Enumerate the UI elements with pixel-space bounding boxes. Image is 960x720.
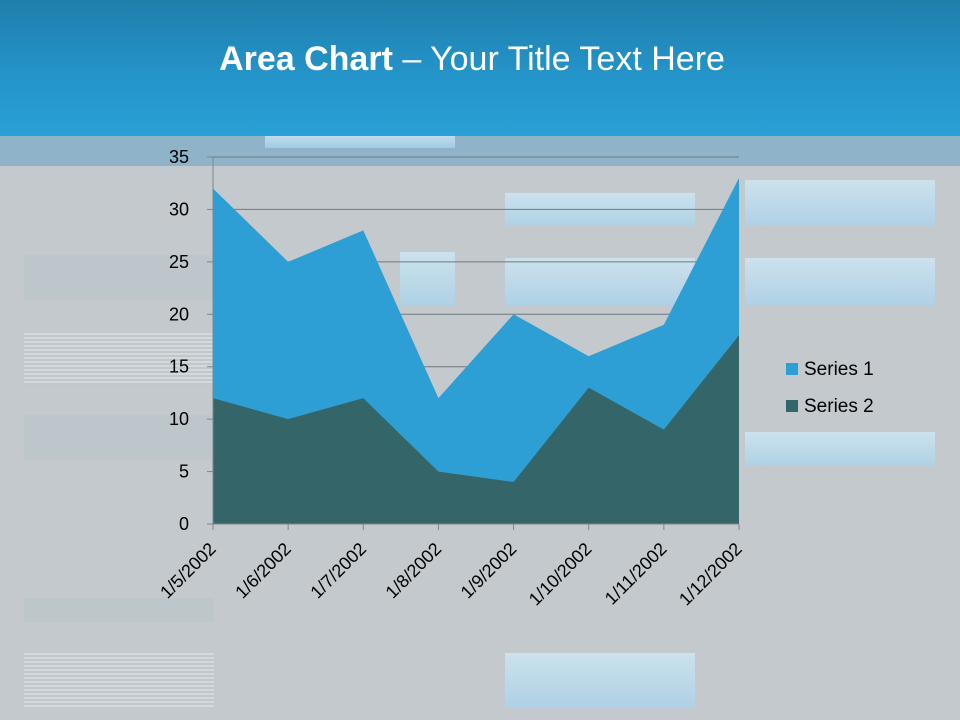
y-tick-label: 15 [169, 357, 189, 377]
y-tick-label: 35 [169, 147, 189, 167]
y-tick-label: 5 [179, 462, 189, 482]
legend-swatch-series-1 [786, 363, 798, 375]
x-tick-label: 1/9/2002 [457, 539, 521, 603]
y-tick-label: 30 [169, 199, 189, 219]
title-bold-part: Area Chart [219, 40, 393, 78]
background-tile [265, 136, 455, 148]
legend: Series 1 Series 2 [786, 359, 874, 417]
background-tile [24, 333, 214, 385]
background-tile [745, 258, 935, 305]
background-tile [505, 258, 695, 305]
header-band [0, 136, 960, 166]
legend-label-series-1: Series 1 [804, 359, 874, 380]
y-tick-label: 10 [169, 409, 189, 429]
legend-swatch-series-2 [786, 400, 798, 412]
plot-areas [213, 177, 739, 524]
background-tile [745, 180, 935, 226]
background-tile [24, 653, 214, 707]
x-tick-label: 1/5/2002 [156, 539, 220, 603]
x-tick-label: 1/8/2002 [382, 539, 446, 603]
background-tile [24, 415, 214, 460]
background-tile [24, 255, 214, 300]
x-tick-label: 1/7/2002 [306, 539, 370, 603]
background-tile [745, 432, 935, 466]
title-banner [0, 0, 960, 136]
x-tick-label: 1/10/2002 [525, 539, 596, 610]
background-tile [24, 598, 214, 622]
x-tick-label: 1/6/2002 [231, 539, 295, 603]
background-tile [505, 653, 695, 707]
x-tick-label: 1/12/2002 [675, 539, 746, 610]
y-tick-label: 0 [179, 514, 189, 534]
series-2-area [213, 335, 739, 524]
title-text-part: – Your Title Text Here [392, 40, 725, 78]
y-tick-label: 25 [169, 252, 189, 272]
legend-label-series-2: Series 2 [804, 396, 874, 417]
background-tile [400, 252, 455, 305]
y-tick-label: 20 [169, 304, 189, 324]
slide-title: Area Chart – Your Title Text Here [0, 40, 944, 79]
x-tick-label: 1/11/2002 [601, 539, 671, 609]
